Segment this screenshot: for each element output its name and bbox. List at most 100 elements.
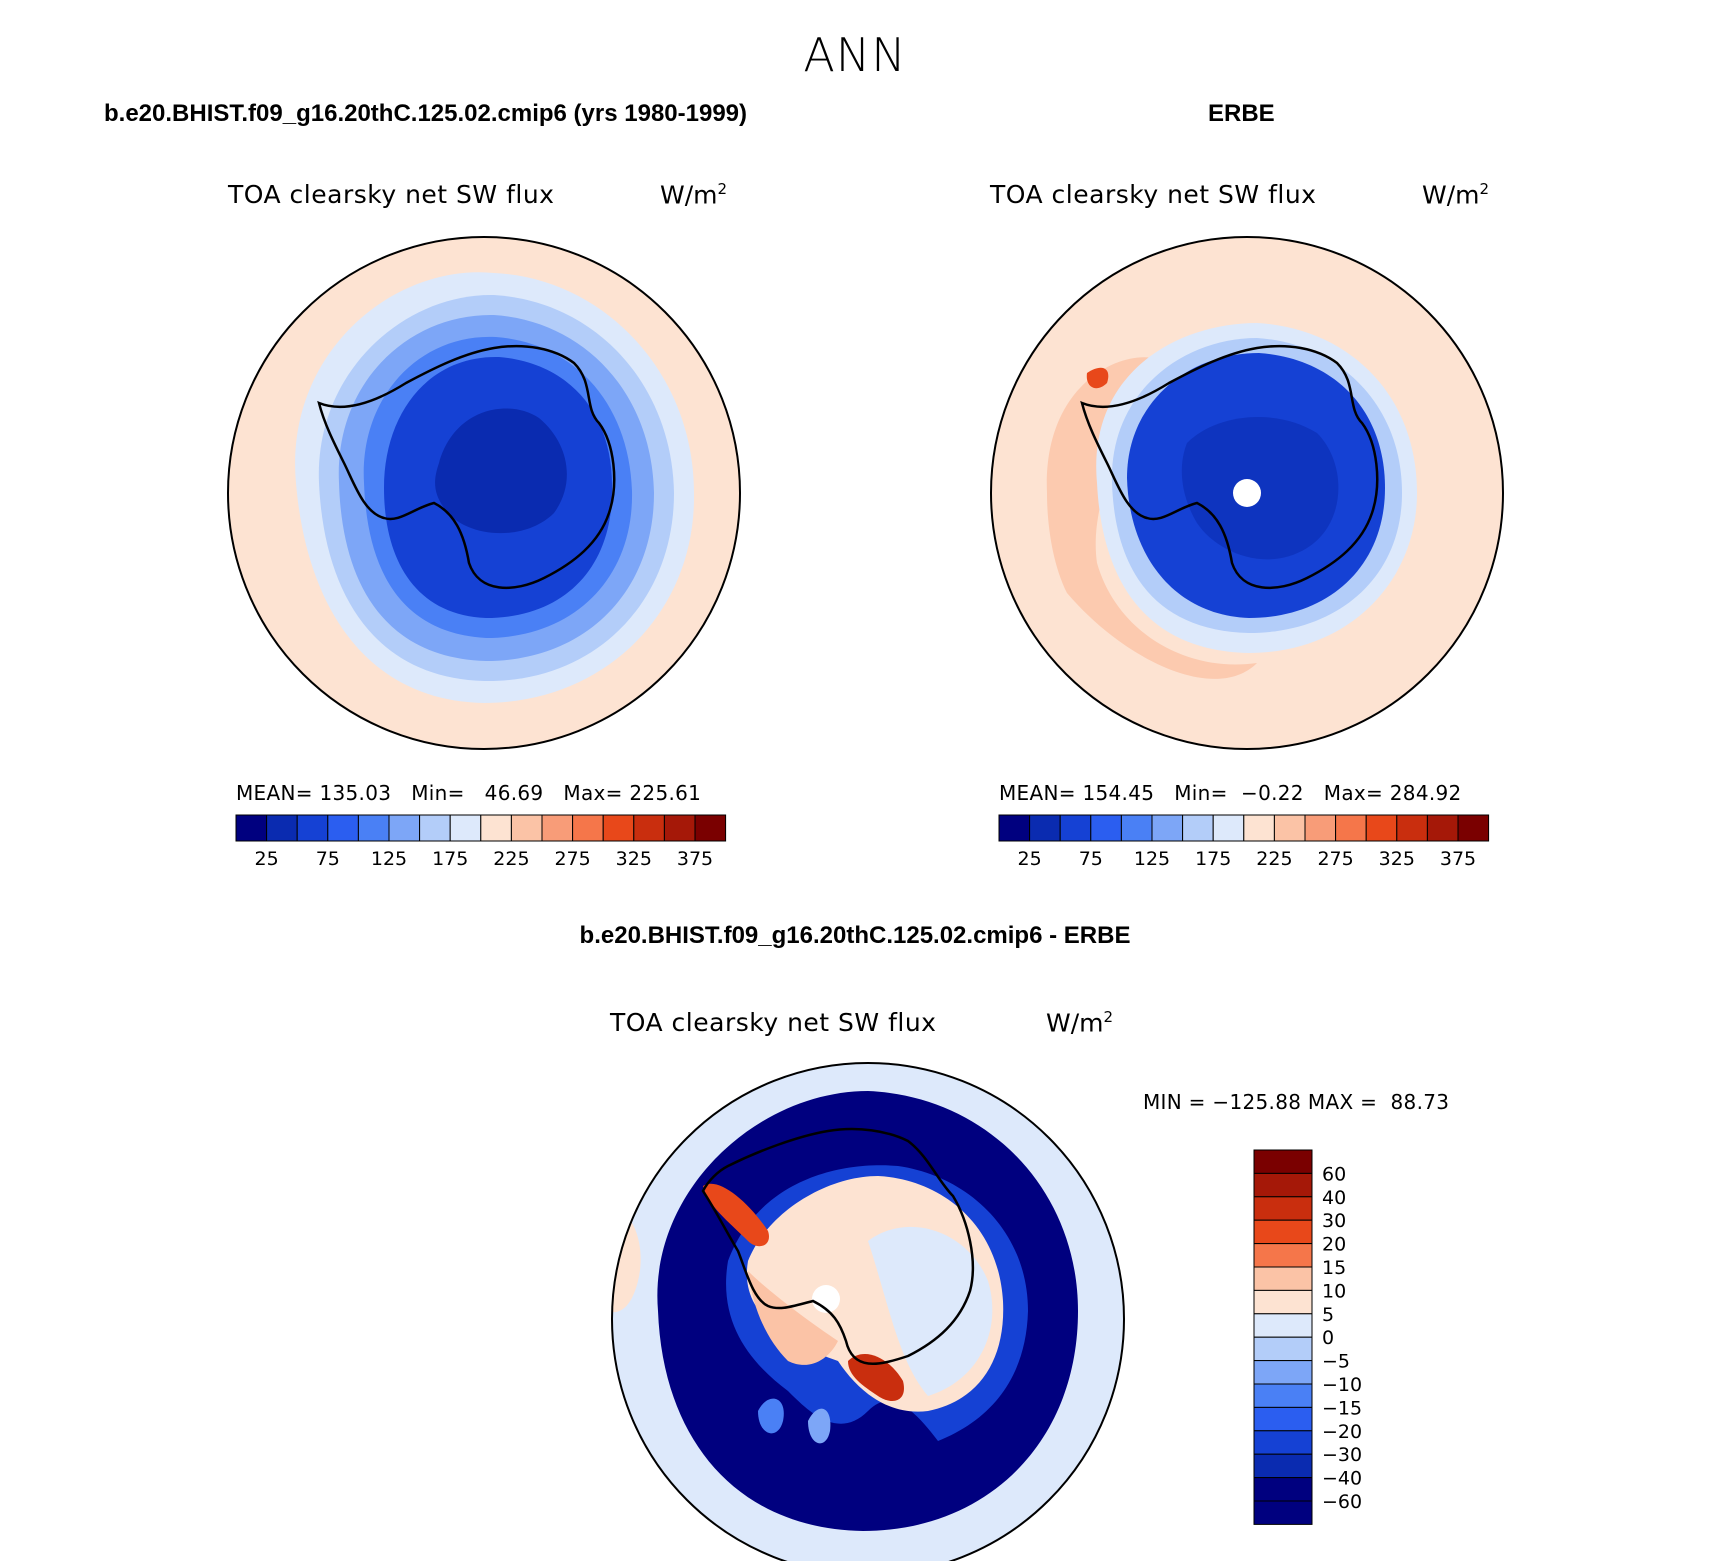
obs-map-border [990, 236, 1504, 750]
diff-colorbar-swatch [1253, 1430, 1313, 1455]
model-colorbar-label: 175 [432, 848, 468, 870]
obs-variable-title: TOA clearsky net SW flux [990, 180, 1317, 209]
diff-variable-title: TOA clearsky net SW flux [610, 1008, 937, 1037]
diff-units: W/m2 [1046, 1008, 1114, 1038]
model-colorbar-swatch [296, 814, 329, 842]
diff-colorbar-label: 0 [1322, 1327, 1334, 1349]
diff-colorbar-label: 60 [1322, 1163, 1346, 1185]
obs-colorbar-label: 25 [1018, 848, 1042, 870]
obs-colorbar-label: 125 [1134, 848, 1170, 870]
model-stats: MEAN= 135.03 Min= 46.69 Max= 225.61 [236, 781, 702, 805]
diff-colorbar-label: 10 [1322, 1280, 1346, 1302]
model-colorbar-swatch [480, 814, 512, 842]
obs-colorbar-swatch [1182, 814, 1214, 842]
model-colorbar-swatch [449, 814, 482, 842]
obs-colorbar-label: 75 [1079, 848, 1103, 870]
model-colorbar-swatch [357, 814, 390, 842]
obs-colorbar: 25 75 125 175 225 275 325 375 [998, 814, 1490, 870]
diff-stats: MIN = −125.88 MAX = 88.73 [1143, 1090, 1450, 1114]
obs-colorbar-swatch [1457, 814, 1490, 842]
diff-colorbar-swatch [1253, 1172, 1313, 1198]
model-colorbar-swatch [633, 814, 665, 842]
model-colorbar-swatch [541, 814, 574, 842]
diff-colorbar-label: 30 [1322, 1210, 1346, 1232]
obs-antarctica-outline [1080, 344, 1379, 589]
diff-colorbar-swatch [1253, 1219, 1313, 1245]
figure-title: ANN [803, 28, 907, 82]
model-colorbar-label: 375 [677, 848, 713, 870]
obs-colorbar-swatch [1335, 814, 1367, 842]
diff-colorbar-swatch [1253, 1149, 1313, 1174]
obs-colorbar-swatch [1243, 814, 1275, 842]
model-colorbar-swatch [419, 814, 451, 842]
diff-colorbar-swatch [1253, 1243, 1313, 1268]
obs-colorbar-swatch [1365, 814, 1398, 842]
diff-colorbar-label: −15 [1322, 1397, 1362, 1419]
obs-colorbar-swatch [1059, 814, 1092, 842]
model-units: W/m2 [660, 180, 728, 210]
model-colorbar-label: 25 [255, 848, 279, 870]
model-colorbar-label: 325 [616, 848, 652, 870]
diff-colorbar-swatch [1253, 1360, 1313, 1385]
obs-colorbar-swatch [1029, 814, 1061, 842]
diff-colorbar-swatch [1253, 1313, 1313, 1338]
diff-colorbar-swatch [1253, 1406, 1313, 1432]
diff-antarctica-outline [701, 1127, 975, 1365]
model-colorbar-swatch [235, 814, 268, 842]
model-colorbar-label: 225 [493, 848, 529, 870]
obs-colorbar-swatch [1273, 814, 1306, 842]
model-antarctica-outline [317, 344, 616, 589]
model-polar-map [227, 236, 741, 750]
obs-colorbar-label: 325 [1379, 848, 1415, 870]
obs-colorbar-swatch [1304, 814, 1337, 842]
model-colorbar-swatch [602, 814, 635, 842]
model-colorbar: 25 75 125 175 225 275 325 375 [235, 814, 727, 870]
diff-colorbar-label: −60 [1322, 1491, 1362, 1513]
model-colorbar-swatch [266, 814, 298, 842]
diff-colorbar-swatch [1253, 1336, 1313, 1362]
diff-colorbar-label: −30 [1322, 1444, 1362, 1466]
diff-colorbar-label: 15 [1322, 1257, 1346, 1279]
model-colorbar-label: 275 [554, 848, 590, 870]
model-colorbar-swatch [388, 814, 421, 842]
diff-colorbar-swatch [1253, 1289, 1313, 1315]
model-colorbar-label: 75 [316, 848, 340, 870]
diff-panel-title: b.e20.BHIST.f09_g16.20thC.125.02.cmip6 -… [579, 922, 1131, 949]
obs-colorbar-swatch [1090, 814, 1122, 842]
diff-colorbar-swatch [1253, 1477, 1313, 1502]
model-colorbar-label: 125 [371, 848, 407, 870]
diff-colorbar-label: −20 [1322, 1421, 1362, 1443]
obs-colorbar-label: 275 [1317, 848, 1353, 870]
obs-colorbar-swatch [1212, 814, 1245, 842]
diff-colorbar-label: −5 [1322, 1351, 1350, 1373]
obs-polar-map [990, 236, 1504, 750]
model-colorbar-swatch [510, 814, 543, 842]
diff-colorbar-label: 5 [1322, 1304, 1334, 1326]
diff-colorbar-swatch [1253, 1196, 1313, 1221]
model-colorbar-swatch [663, 814, 696, 842]
obs-colorbar-swatch [1396, 814, 1428, 842]
diff-colorbar-swatch [1253, 1453, 1313, 1479]
model-colorbar-swatch [694, 814, 727, 842]
diff-colorbar-swatch [1253, 1500, 1313, 1525]
obs-colorbar-swatch [1426, 814, 1459, 842]
obs-units: W/m2 [1422, 180, 1490, 210]
obs-colorbar-label: 225 [1256, 848, 1292, 870]
diff-polar-map [611, 1062, 1125, 1561]
diff-map-border [611, 1062, 1125, 1561]
diff-colorbar-label: −40 [1322, 1468, 1362, 1490]
model-map-border [227, 236, 741, 750]
model-variable-title: TOA clearsky net SW flux [228, 180, 555, 209]
diff-colorbar-swatch [1253, 1383, 1313, 1408]
diff-colorbar-label: −10 [1322, 1374, 1362, 1396]
diff-colorbar-swatch [1253, 1266, 1313, 1291]
obs-panel-title: ERBE [1208, 100, 1275, 127]
model-colorbar-swatch [572, 814, 604, 842]
obs-stats: MEAN= 154.45 Min= −0.22 Max= 284.92 [999, 781, 1462, 805]
obs-colorbar-swatch [1151, 814, 1184, 842]
obs-colorbar-label: 175 [1195, 848, 1231, 870]
model-panel-title: b.e20.BHIST.f09_g16.20thC.125.02.cmip6 (… [104, 100, 748, 127]
diff-colorbar-label: 40 [1322, 1187, 1346, 1209]
obs-colorbar-swatch [998, 814, 1031, 842]
